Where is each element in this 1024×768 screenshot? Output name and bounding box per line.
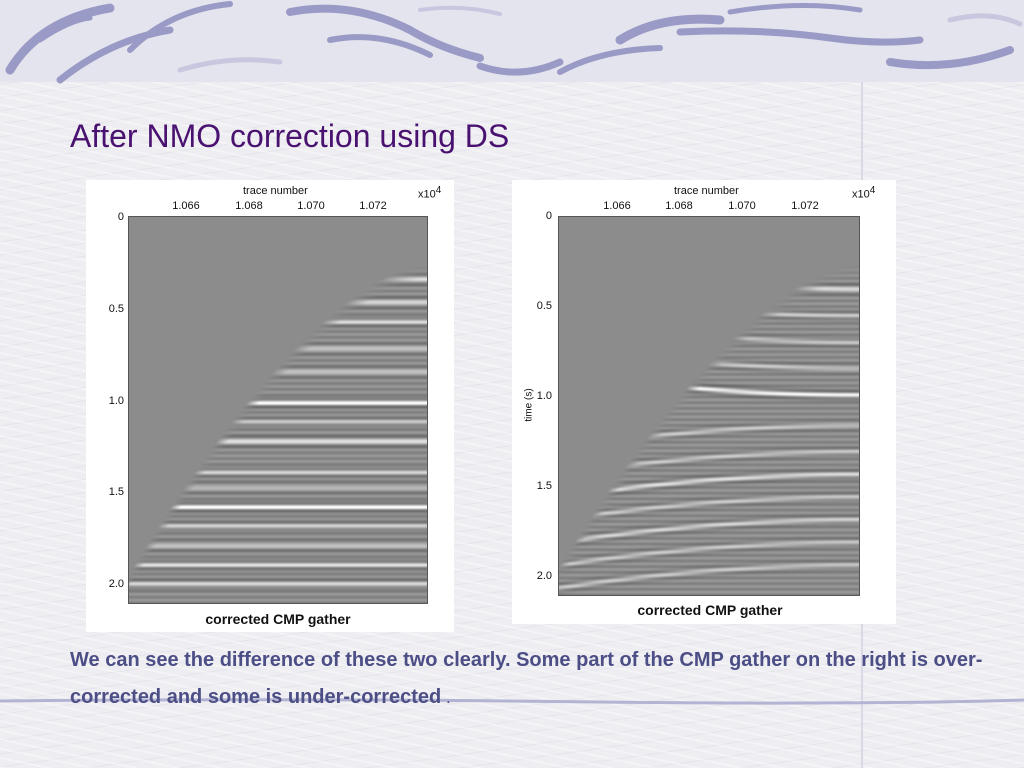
body-sentence: We can see the difference of these two c… [70, 649, 983, 708]
figure-caption: corrected CMP gather [637, 602, 783, 618]
body-period: . [446, 692, 451, 706]
slide-body-text: We can see the difference of these two c… [70, 642, 990, 718]
seismic-gather-image [558, 216, 860, 596]
x-axis-title: trace number [674, 185, 739, 197]
y-tick-label: 1.0 [108, 395, 124, 407]
y-tick-label: 2.0 [108, 578, 124, 590]
x-tick-label: 1.072 [359, 200, 387, 212]
x-multiplier: x104 [418, 185, 441, 201]
x-multiplier-base: x10 [852, 188, 870, 201]
y-tick-label: 1.5 [536, 480, 552, 492]
y-tick-label: 1.5 [108, 486, 124, 498]
x-axis-title: trace number [243, 185, 308, 197]
x-tick-label: 1.068 [665, 200, 693, 212]
right-figure-panel: trace number x104 1.066 1.068 1.070 1.07… [512, 180, 896, 624]
y-tick-label: 0.5 [108, 303, 124, 315]
x-tick-label: 1.066 [603, 200, 631, 212]
x-multiplier-exponent: 4 [435, 185, 442, 196]
decorative-horizontal-line [0, 698, 1024, 705]
y-tick-label: 0 [117, 211, 124, 223]
slide-title: After NMO correction using DS [70, 118, 510, 154]
y-tick-label: 0.5 [536, 300, 552, 312]
x-multiplier-exponent: 4 [869, 185, 876, 196]
decorative-swirl-band [0, 0, 1024, 84]
figure-caption: corrected CMP gather [205, 611, 351, 627]
x-tick-label: 1.070 [297, 200, 325, 212]
x-tick-label: 1.066 [172, 200, 200, 212]
x-tick-label: 1.072 [791, 200, 819, 212]
y-tick-label: 2.0 [536, 570, 552, 582]
x-tick-label: 1.068 [235, 200, 263, 212]
y-tick-label: 0 [545, 210, 552, 222]
y-tick-label: 1.0 [536, 390, 552, 402]
x-multiplier-base: x10 [418, 188, 436, 201]
x-tick-label: 1.070 [728, 200, 756, 212]
seismic-gather-image [128, 216, 428, 604]
x-multiplier: x104 [852, 185, 875, 201]
left-figure-panel: trace number x104 1.066 1.068 1.070 1.07… [86, 180, 454, 632]
